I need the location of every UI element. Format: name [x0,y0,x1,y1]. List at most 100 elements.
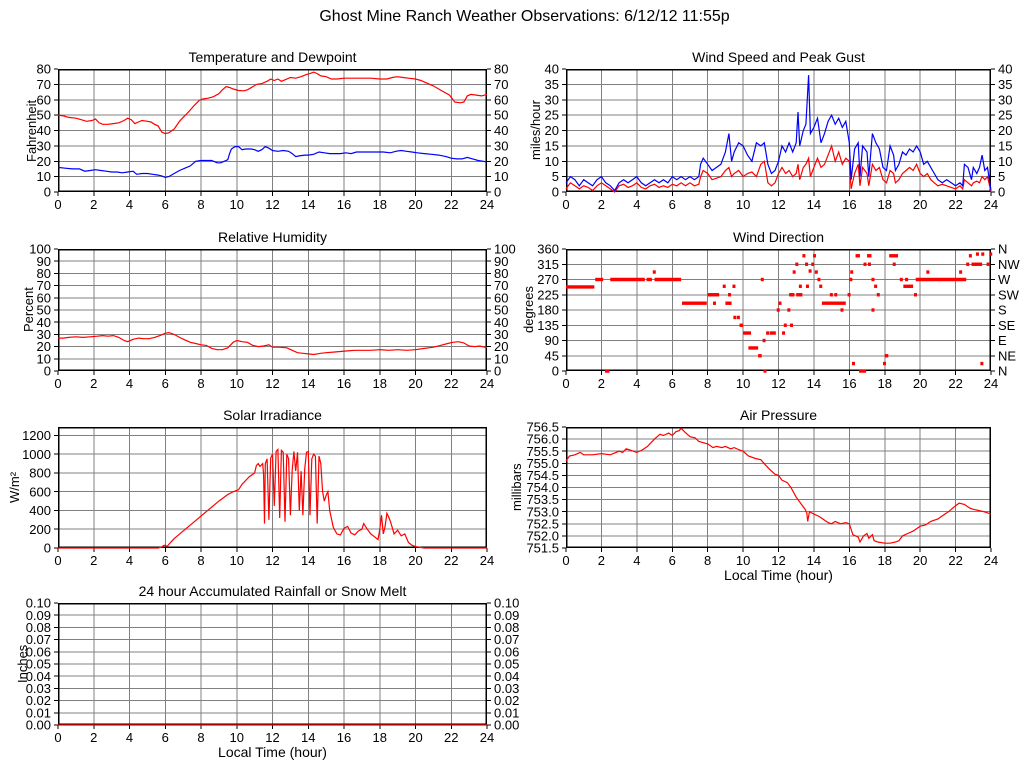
x-tick-label: 10 [230,730,244,745]
y-tick-label-right: 30 [494,138,508,153]
y-tick-label: 754.5 [526,468,559,483]
y-tick-label: 0.02 [26,693,51,708]
x-tick-label: 10 [230,197,244,212]
series-air-pressure [565,427,992,544]
y-tick-label-right: SE [998,318,1016,333]
y-tick-label-right: 35 [998,77,1012,92]
y-tick-label-right: 0.04 [494,669,519,684]
y-tick-label-right: 10 [998,154,1012,169]
x-tick-label: 20 [913,376,927,391]
y-tick-label-right: NW [998,257,1020,272]
series-relative-humidity [58,331,488,356]
y-tick-label-right: 80 [494,266,508,281]
x-tick-label: 6 [162,197,169,212]
y-tick-label: 10 [37,351,51,366]
y-tick-label-right: 70 [494,77,508,92]
chart-wind-direction: Wind Direction degrees 0 2 4 6 8 10 12 14 16 18 20… [521,229,1020,391]
chart-relative-humidity: Relative Humidity Percent 0 2 4 6 8 10 12 14 16 1… [21,229,516,391]
x-tick-label: 18 [373,730,387,745]
y-tick-label: 30 [37,138,51,153]
x-tick-label: 22 [948,376,962,391]
chart-title: Wind Speed and Peak Gust [692,49,865,65]
y-tick-label: 756.5 [526,420,559,435]
x-tick-label: 6 [669,376,676,391]
y-tick-label: 0.10 [26,596,51,611]
x-tick-label: 2 [90,553,97,568]
y-tick-label-right: 50 [494,303,508,318]
y-tick-label: 5 [552,169,559,184]
x-tick-label: 16 [337,197,351,212]
x-tick-label: 20 [408,197,422,212]
x-tick-label: 12 [771,197,785,212]
y-tick-label-right: 40 [494,315,508,330]
y-tick-label: 270 [537,272,559,287]
plot-border [58,249,487,371]
y-tick-label: 752.5 [526,516,559,531]
plot-border [566,249,991,371]
x-tick-label: 0 [54,197,61,212]
x-tick-label: 4 [633,553,640,568]
y-tick-label: 40 [37,315,51,330]
plot-rainfall: 0 2 4 6 8 10 12 14 16 18 20 22 240.00 0.000.01 0.010.0… [26,596,520,745]
x-tick-label: 24 [480,197,494,212]
x-tick-label: 10 [230,553,244,568]
y-tick-label: 0.00 [26,718,51,733]
y-tick-label-right: 0.10 [494,596,519,611]
y-tick-label-right: 0 [998,185,1005,200]
chart-title: Wind Direction [732,229,825,245]
y-tick-label-right: 10 [494,351,508,366]
plot-border [58,603,487,725]
y-tick-label-right: 0.01 [494,705,519,720]
x-tick-label: 8 [197,197,204,212]
series-solar-irradiance [58,448,487,549]
y-tick-label-right: 80 [494,62,508,77]
x-tick-label: 2 [598,553,605,568]
y-tick-label: 135 [537,318,559,333]
y-tick-label-right: 0.03 [494,681,519,696]
y-tick-label-right: 0.02 [494,693,519,708]
y-tick-label-right: E [998,333,1007,348]
y-tick-label: 600 [29,484,51,499]
y-tick-label: 400 [29,503,51,518]
x-tick-label: 4 [126,730,133,745]
y-tick-label: 40 [545,62,559,77]
y-tick-label: 0.04 [26,669,51,684]
plot-border [58,69,487,192]
x-tick-label: 14 [807,553,821,568]
x-tick-label: 8 [197,553,204,568]
series-dewpoint [57,145,488,179]
y-axis-label: miles/hour [528,100,543,161]
chart-title: Temperature and Dewpoint [188,49,357,65]
y-tick-label-right: 20 [494,339,508,354]
y-tick-label: 0 [44,185,51,200]
x-tick-label: 16 [842,553,856,568]
x-tick-label: 4 [126,553,133,568]
x-tick-label: 22 [444,553,458,568]
x-tick-label: 6 [669,553,676,568]
y-tick-label: 30 [545,92,559,107]
x-tick-label: 16 [337,376,351,391]
y-axis-label: degrees [521,286,536,334]
x-tick-label: 14 [807,376,821,391]
x-tick-label: 4 [126,376,133,391]
x-tick-label: 0 [562,553,569,568]
y-tick-label-right: 0.08 [494,620,519,635]
x-tick-label: 0 [562,376,569,391]
y-tick-label-right: 100 [494,242,516,257]
y-tick-label: 0.06 [26,644,51,659]
x-tick-label: 18 [878,553,892,568]
x-tick-label: 6 [669,197,676,212]
y-tick-label-right: 0 [494,364,501,379]
x-tick-label: 22 [444,376,458,391]
y-tick-label: 752.0 [526,528,559,543]
y-tick-label-right: 0.06 [494,644,519,659]
x-tick-label: 24 [480,553,494,568]
x-tick-label: 22 [444,730,458,745]
y-tick-label: 0.07 [26,632,51,647]
y-tick-label-right: 0 [494,185,501,200]
y-tick-label: 25 [545,108,559,123]
x-tick-label: 18 [878,376,892,391]
x-tick-label: 22 [444,197,458,212]
x-tick-label: 18 [373,553,387,568]
